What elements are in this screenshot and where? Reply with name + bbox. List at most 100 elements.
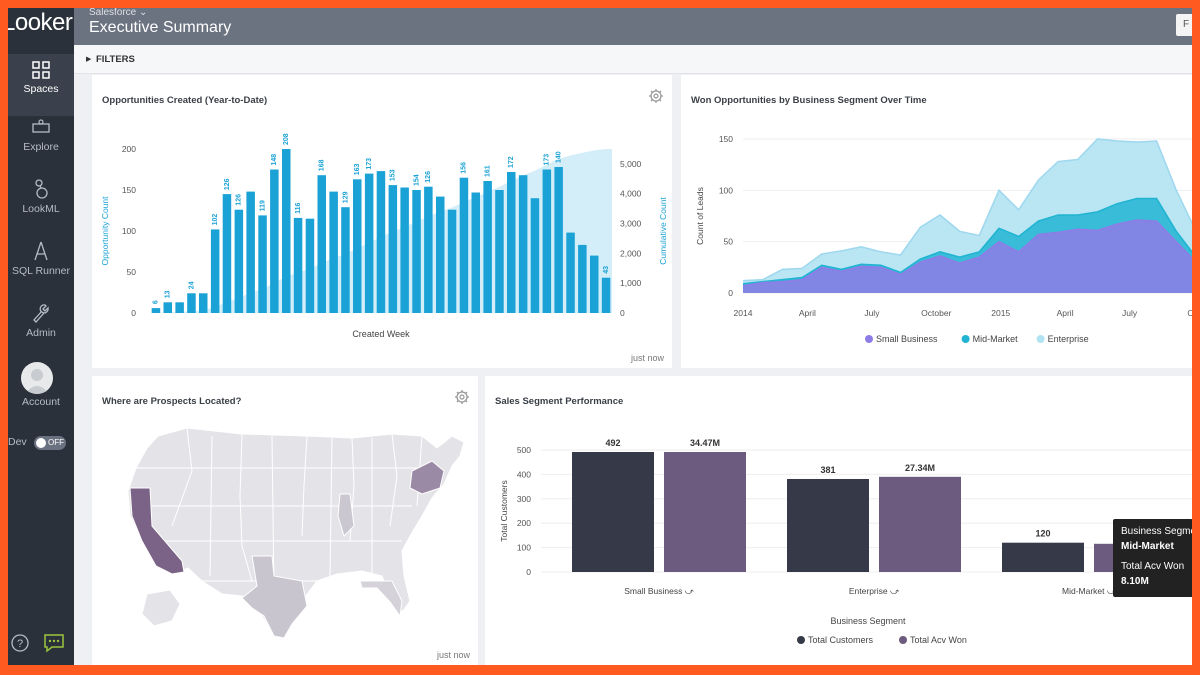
lookml-icon	[35, 179, 48, 199]
y-tick-label: 100	[719, 185, 733, 195]
bar-data-label: 153	[390, 169, 397, 181]
bar	[424, 186, 433, 313]
bar-total-acv-won	[664, 452, 746, 572]
bar-total-customers	[1002, 542, 1084, 572]
y2-tick-label: 1,000	[620, 278, 642, 288]
bar-data-label: 126	[236, 194, 243, 206]
help-icon[interactable]: ?	[10, 633, 30, 653]
bar-data-label: 13	[165, 290, 172, 298]
bar-data-label: 172	[508, 156, 515, 168]
y-tick-label: 100	[517, 543, 531, 553]
bar	[353, 179, 362, 313]
bar	[305, 218, 315, 313]
tooltip-value: 8.10M	[1121, 576, 1149, 587]
y-tick-label: 200	[122, 144, 136, 154]
tile-opportunities-created: Opportunities Created (Year-to-Date) 0 50…	[92, 75, 672, 368]
bar	[341, 207, 350, 313]
series-line-small-business	[742, 219, 1192, 287]
bar	[518, 175, 528, 313]
tile-title: Sales Segment Performance	[495, 396, 624, 407]
sidebar-item-account[interactable]: Account	[8, 396, 74, 410]
series-line-mid-market	[742, 197, 1192, 285]
page-title: Executive Summary	[89, 19, 232, 36]
sidebar-item-label: LookML	[22, 203, 60, 215]
y-tick-label: 150	[719, 134, 733, 144]
legend-entry: Total Customers	[808, 635, 874, 645]
bar	[447, 209, 457, 313]
x-tick-label: April	[1057, 308, 1074, 318]
x-axis-title: Created Week	[352, 329, 410, 339]
tile-prospects-map: Where are Prospects Located?	[92, 376, 478, 665]
filters-bar[interactable]: ▶ FILTERS	[74, 45, 1192, 74]
bar-data-label: 140	[556, 151, 563, 163]
sidebar-item-sql-runner[interactable]: SQL Runner	[8, 240, 74, 296]
legend-entry: Total Acv Won	[910, 635, 967, 645]
header-action-button[interactable]: F	[1176, 14, 1192, 36]
sql-runner-icon	[34, 241, 48, 261]
bar	[376, 171, 386, 313]
bar	[483, 181, 492, 313]
bar	[590, 255, 599, 313]
gear-icon[interactable]	[454, 389, 470, 405]
bar-data-label: 492	[605, 438, 620, 448]
bar	[566, 232, 575, 313]
bar-data-label: 120	[1035, 529, 1050, 539]
bar	[210, 229, 220, 313]
bar-data-label: 156	[461, 162, 468, 174]
avatar[interactable]	[21, 362, 53, 394]
bar	[175, 302, 184, 313]
bar-data-label: 173	[366, 158, 373, 170]
x-tick-label: 2014	[734, 308, 753, 318]
sidebar-item-label: Admin	[26, 327, 56, 339]
bar	[400, 187, 409, 313]
x-tick-label: October	[921, 308, 951, 318]
x-tick-label: 2015	[991, 308, 1010, 318]
sidebar-item-explore[interactable]: Explore	[8, 118, 74, 174]
bar-data-label: 43	[603, 266, 610, 274]
toggle-label: OFF	[48, 438, 64, 447]
bar-data-label: 34.47M	[690, 438, 720, 448]
sidebar-item-lookml[interactable]: LookML	[8, 178, 74, 234]
sidebar-item-label: Explore	[23, 141, 59, 153]
y2-tick-label: 3,000	[620, 219, 642, 229]
looker-logo[interactable]: Looker	[8, 9, 73, 36]
bar-data-label: 148	[271, 154, 278, 166]
y2-tick-label: 4,000	[620, 189, 642, 199]
y2-axis-title: Cumulative Count	[658, 197, 668, 265]
sidebar-item-label: SQL Runner	[12, 265, 70, 277]
bar-data-label: 116	[295, 203, 302, 214]
tile-title: Opportunities Created (Year-to-Date)	[102, 95, 268, 106]
chat-icon[interactable]	[43, 633, 65, 653]
y-tick-label: 0	[728, 288, 733, 298]
gear-icon[interactable]	[648, 88, 664, 104]
legend-entry: Small Business	[876, 334, 938, 344]
y2-tick-label: 2,000	[620, 248, 642, 258]
y-tick-label: 0	[526, 567, 531, 577]
bar-data-label: 154	[413, 174, 420, 186]
bar	[329, 191, 338, 313]
legend-swatch	[1036, 335, 1045, 343]
bar	[436, 196, 445, 313]
bar	[270, 169, 279, 313]
bar	[151, 308, 161, 313]
legend-swatch	[797, 636, 805, 644]
series-area-small-business	[743, 220, 1192, 293]
us-map[interactable]	[92, 376, 478, 665]
legend-swatch	[899, 636, 907, 644]
toggle-knob	[36, 438, 46, 448]
bar	[495, 190, 504, 313]
legend-swatch	[865, 335, 873, 343]
bar	[542, 169, 552, 313]
opportunities-chart: 0 50 100 150 200 0 1,000 2,000 3,000 4,000 5,000 6 1…	[100, 133, 668, 339]
series-line-enterprise	[742, 138, 1192, 282]
breadcrumb[interactable]: Salesforce ⌄	[89, 8, 148, 18]
dashboard-header: Salesforce ⌄ Executive Summary F	[74, 8, 1192, 45]
y-axis-title: Total Customers	[499, 480, 509, 541]
sidebar-item-admin[interactable]: Admin	[8, 302, 74, 358]
y-tick-label: 0	[131, 308, 136, 318]
sidebar-item-spaces[interactable]: Spaces	[8, 54, 74, 116]
x-category-label: Mid-Market ⤻	[1062, 586, 1117, 596]
avatar-icon	[25, 369, 49, 394]
wrench-icon	[33, 304, 49, 323]
dev-mode-toggle[interactable]: OFF	[34, 436, 66, 450]
